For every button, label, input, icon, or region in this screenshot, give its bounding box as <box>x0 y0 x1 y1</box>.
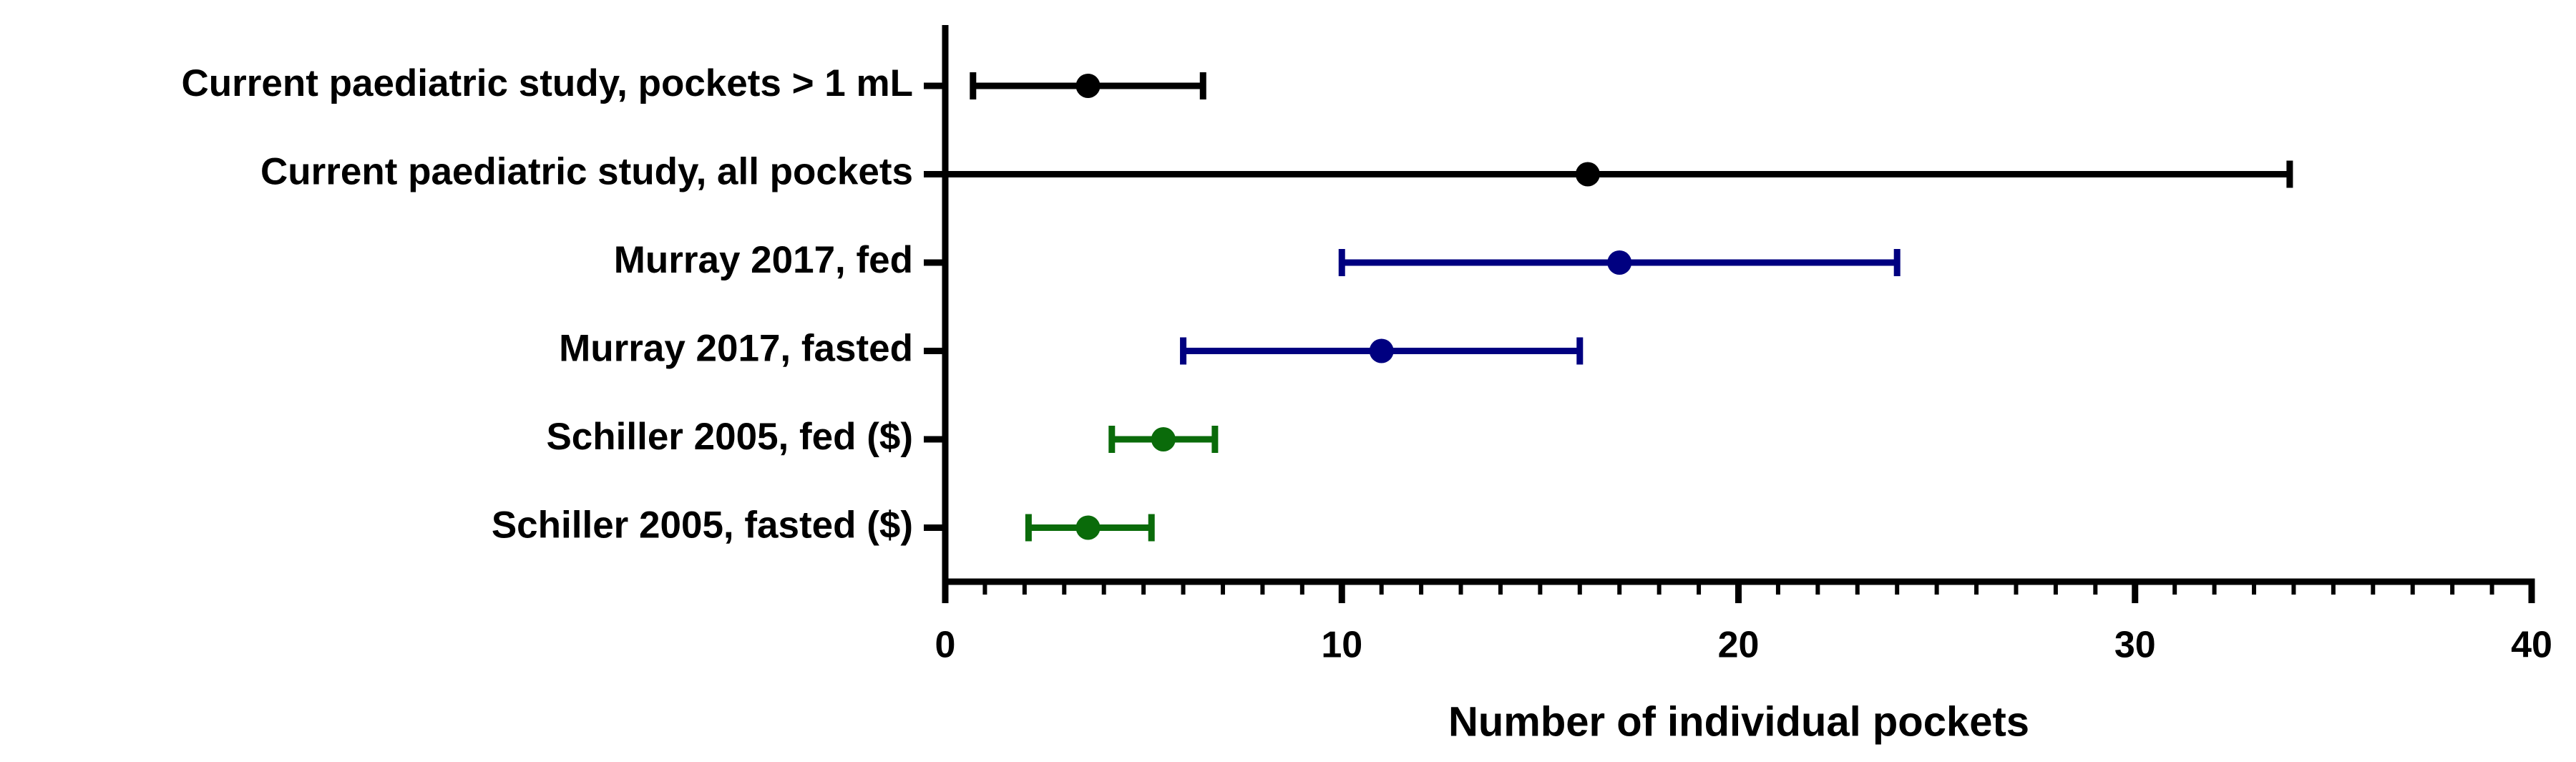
x-tick-label: 30 <box>2114 625 2156 666</box>
point <box>1575 162 1600 187</box>
error-bar-group <box>1108 426 1219 453</box>
y-tick-label: Schiller 2005, fed ($) <box>546 416 913 458</box>
x-tick-label: 20 <box>1718 625 1760 666</box>
x-tick-label: 10 <box>1321 625 1362 666</box>
x-tick-label: 40 <box>2511 625 2552 666</box>
error-bar-group <box>1338 249 1901 276</box>
x-axis-label: Number of individual pockets <box>1448 698 2029 745</box>
error-bar-group <box>1180 337 1584 365</box>
point <box>1075 515 1101 540</box>
point <box>1075 74 1101 98</box>
point <box>1151 427 1176 451</box>
error-bar-group <box>1025 514 1155 542</box>
y-tick-label: Murray 2017, fed <box>614 239 913 281</box>
y-tick-label: Current paediatric study, all pockets <box>260 151 913 193</box>
y-tick-label: Schiller 2005, fasted ($) <box>492 504 913 547</box>
error-bar-group <box>970 72 1206 99</box>
point <box>1607 250 1632 275</box>
error-bar-group <box>945 160 2293 188</box>
y-tick-label: Current paediatric study, pockets > 1 mL <box>181 62 913 104</box>
x-tick-label: 0 <box>935 625 956 666</box>
y-tick-label: Murray 2017, fasted <box>559 328 913 370</box>
point <box>1369 338 1394 363</box>
